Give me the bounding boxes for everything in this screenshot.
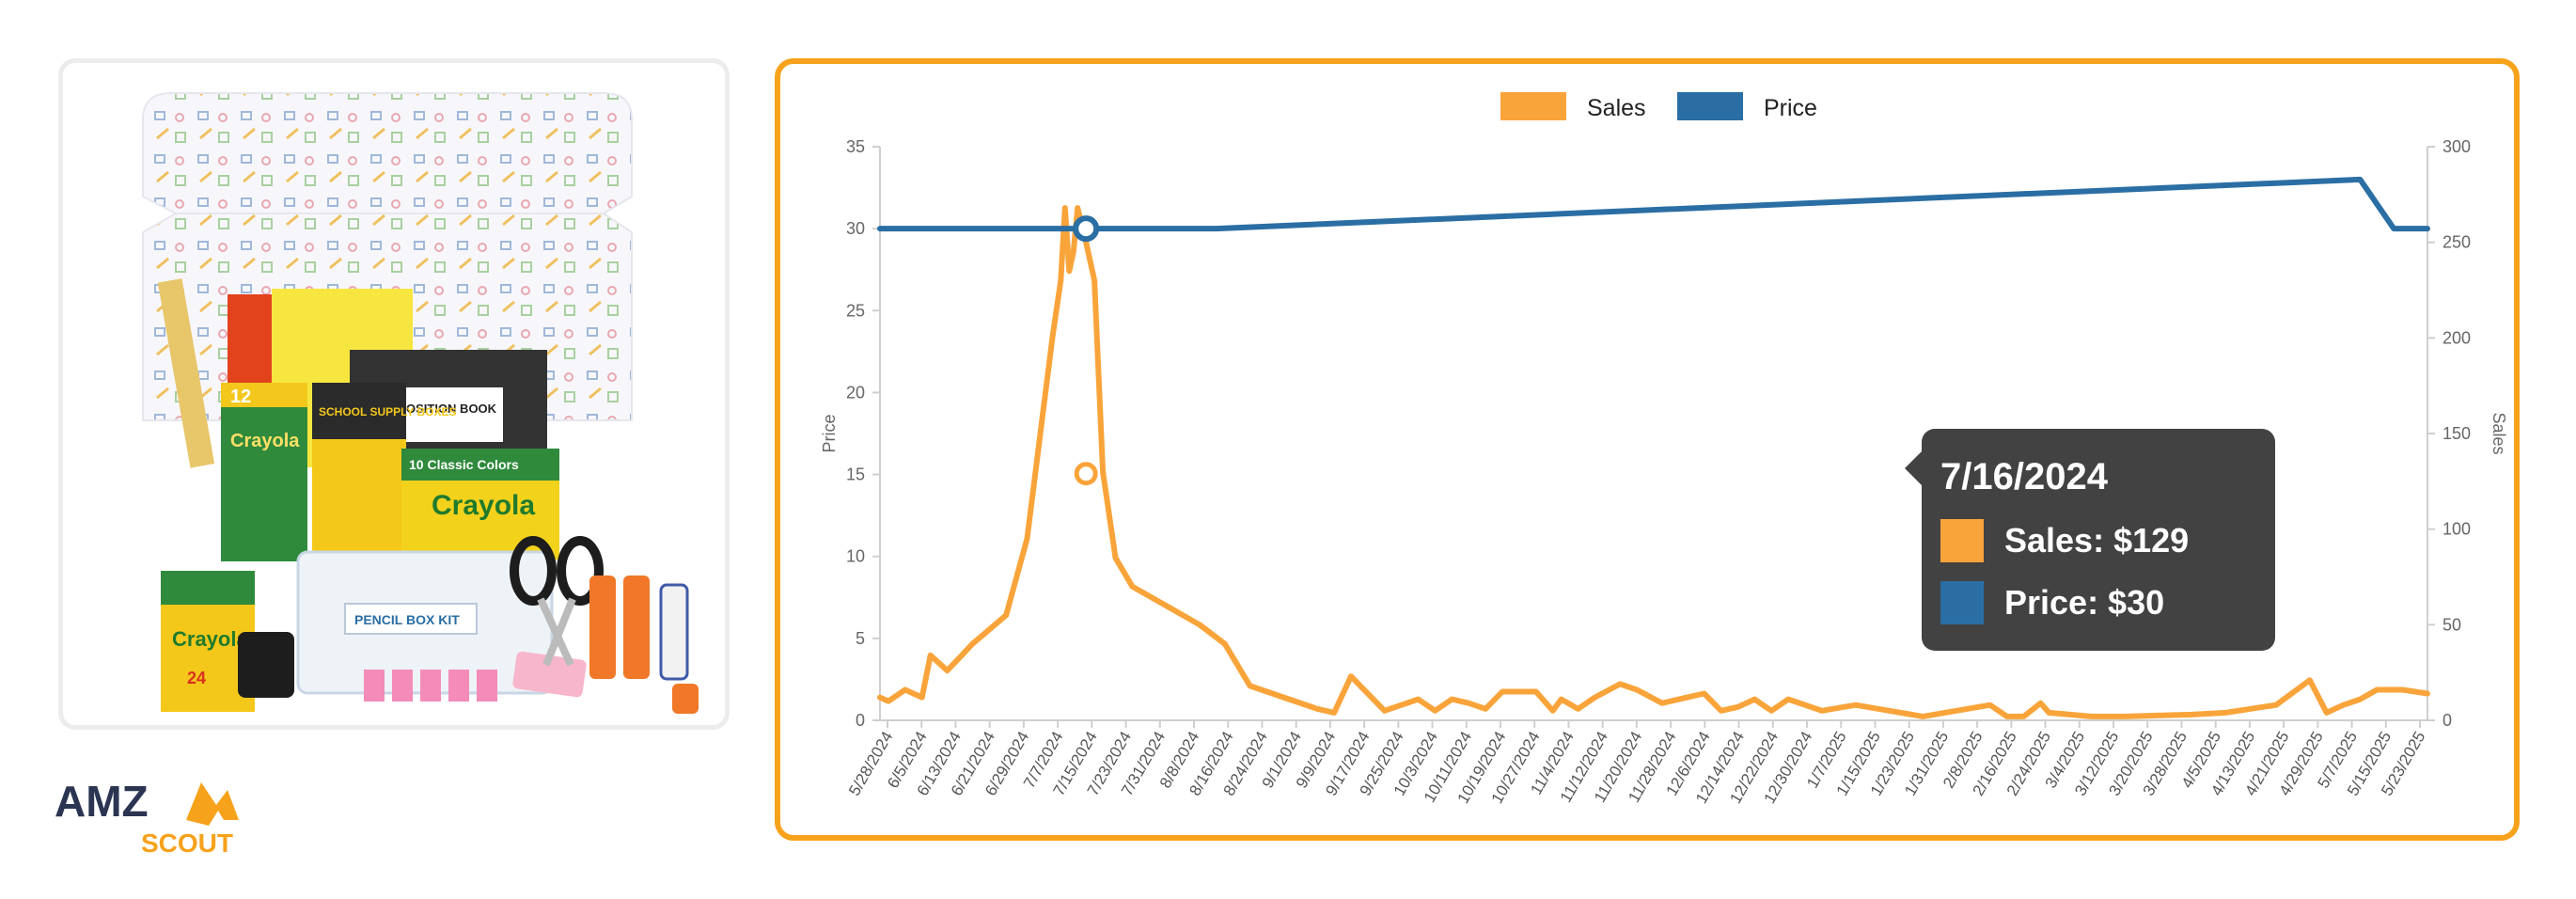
y-left-tick-label: 30 [846, 219, 865, 238]
amz-scout-logo: AMZ SCOUT [55, 773, 280, 858]
legend-label-price: Price [1764, 95, 1817, 121]
y-right-tick-label: 150 [2442, 424, 2471, 443]
crayola-crayons-text: Crayola [172, 627, 248, 651]
highlight-sales-point [1074, 462, 1098, 486]
y-left-tick-label: 10 [846, 547, 865, 566]
series-line-sales [877, 205, 2430, 719]
legend-label-sales: Sales [1587, 95, 1646, 121]
brand-name-top: AMZ [55, 777, 149, 826]
y-right-tick-label: 200 [2442, 328, 2471, 347]
y-left-tick-label: 35 [846, 137, 865, 156]
chart-markers [1073, 215, 1100, 486]
chart-legend: Sales Price [1500, 92, 1817, 121]
tooltip-date: 7/16/2024 [1940, 456, 2108, 497]
x-tick-label: 5/28/2024 [845, 729, 896, 799]
product-image: COMPOSITION BOOK 12 Crayola SCHOOL SUPPL… [142, 92, 699, 714]
y-left-tick-label: 20 [846, 383, 865, 402]
crayola-marker-text: Crayola [432, 490, 535, 521]
y-right-tick-label: 0 [2442, 711, 2452, 730]
crayon-count-text: 24 [187, 669, 206, 687]
chart-tooltip: 7/16/2024 Sales: $129 Price: $30 [1905, 429, 2275, 651]
tooltip-sales-row: Sales: $129 [1940, 519, 2275, 562]
y-right-tick-label: 300 [2442, 137, 2471, 156]
y-left-tick-label: 15 [846, 465, 865, 484]
pencil-box-text: PENCIL BOX KIT [354, 612, 460, 627]
crayola-small-text: Crayola [230, 431, 300, 451]
pencil-count-text: 12 [230, 386, 251, 407]
highlight-price-point [1073, 215, 1100, 243]
y-left-tick-label: 25 [846, 301, 865, 320]
tooltip-price-row: Price: $30 [1940, 581, 2275, 624]
tooltip-sales-swatch [1940, 519, 1984, 562]
tooltip-price-swatch [1940, 581, 1984, 624]
y-right-tick-label: 100 [2442, 520, 2471, 539]
sales-price-chart-card: Sales Price 0 5 10 15 20 25 30 35 0 50 100 150 200 250… [775, 58, 2520, 841]
classic-colors-text: 10 Classic Colors [409, 457, 519, 472]
y-right-tick-label: 250 [2442, 233, 2471, 252]
y-right-axis-title: Sales [2490, 412, 2508, 454]
product-image-card: COMPOSITION BOOK 12 Crayola SCHOOL SUPPL… [58, 58, 730, 730]
school-supply-text: SCHOOL SUPPLY BOXES [319, 405, 457, 418]
tooltip-price-text: Price: $30 [2004, 583, 2165, 622]
legend-swatch-price [1677, 92, 1743, 120]
tooltip-sales-text: Sales: $129 [2004, 521, 2190, 560]
y-left-tick-label: 5 [856, 629, 865, 648]
y-left-tick-label: 0 [856, 711, 865, 730]
chart-series [877, 176, 2430, 719]
series-line-price [877, 176, 2430, 232]
y-left-axis-title: Price [820, 414, 839, 452]
arrow-logo-icon [186, 782, 239, 826]
brand-name-bottom: SCOUT [141, 828, 233, 858]
y-right-tick-label: 50 [2442, 615, 2461, 634]
sales-price-chart: Sales Price 0 5 10 15 20 25 30 35 0 50 100 150 200 250… [820, 92, 2508, 807]
legend-swatch-sales [1500, 92, 1566, 120]
